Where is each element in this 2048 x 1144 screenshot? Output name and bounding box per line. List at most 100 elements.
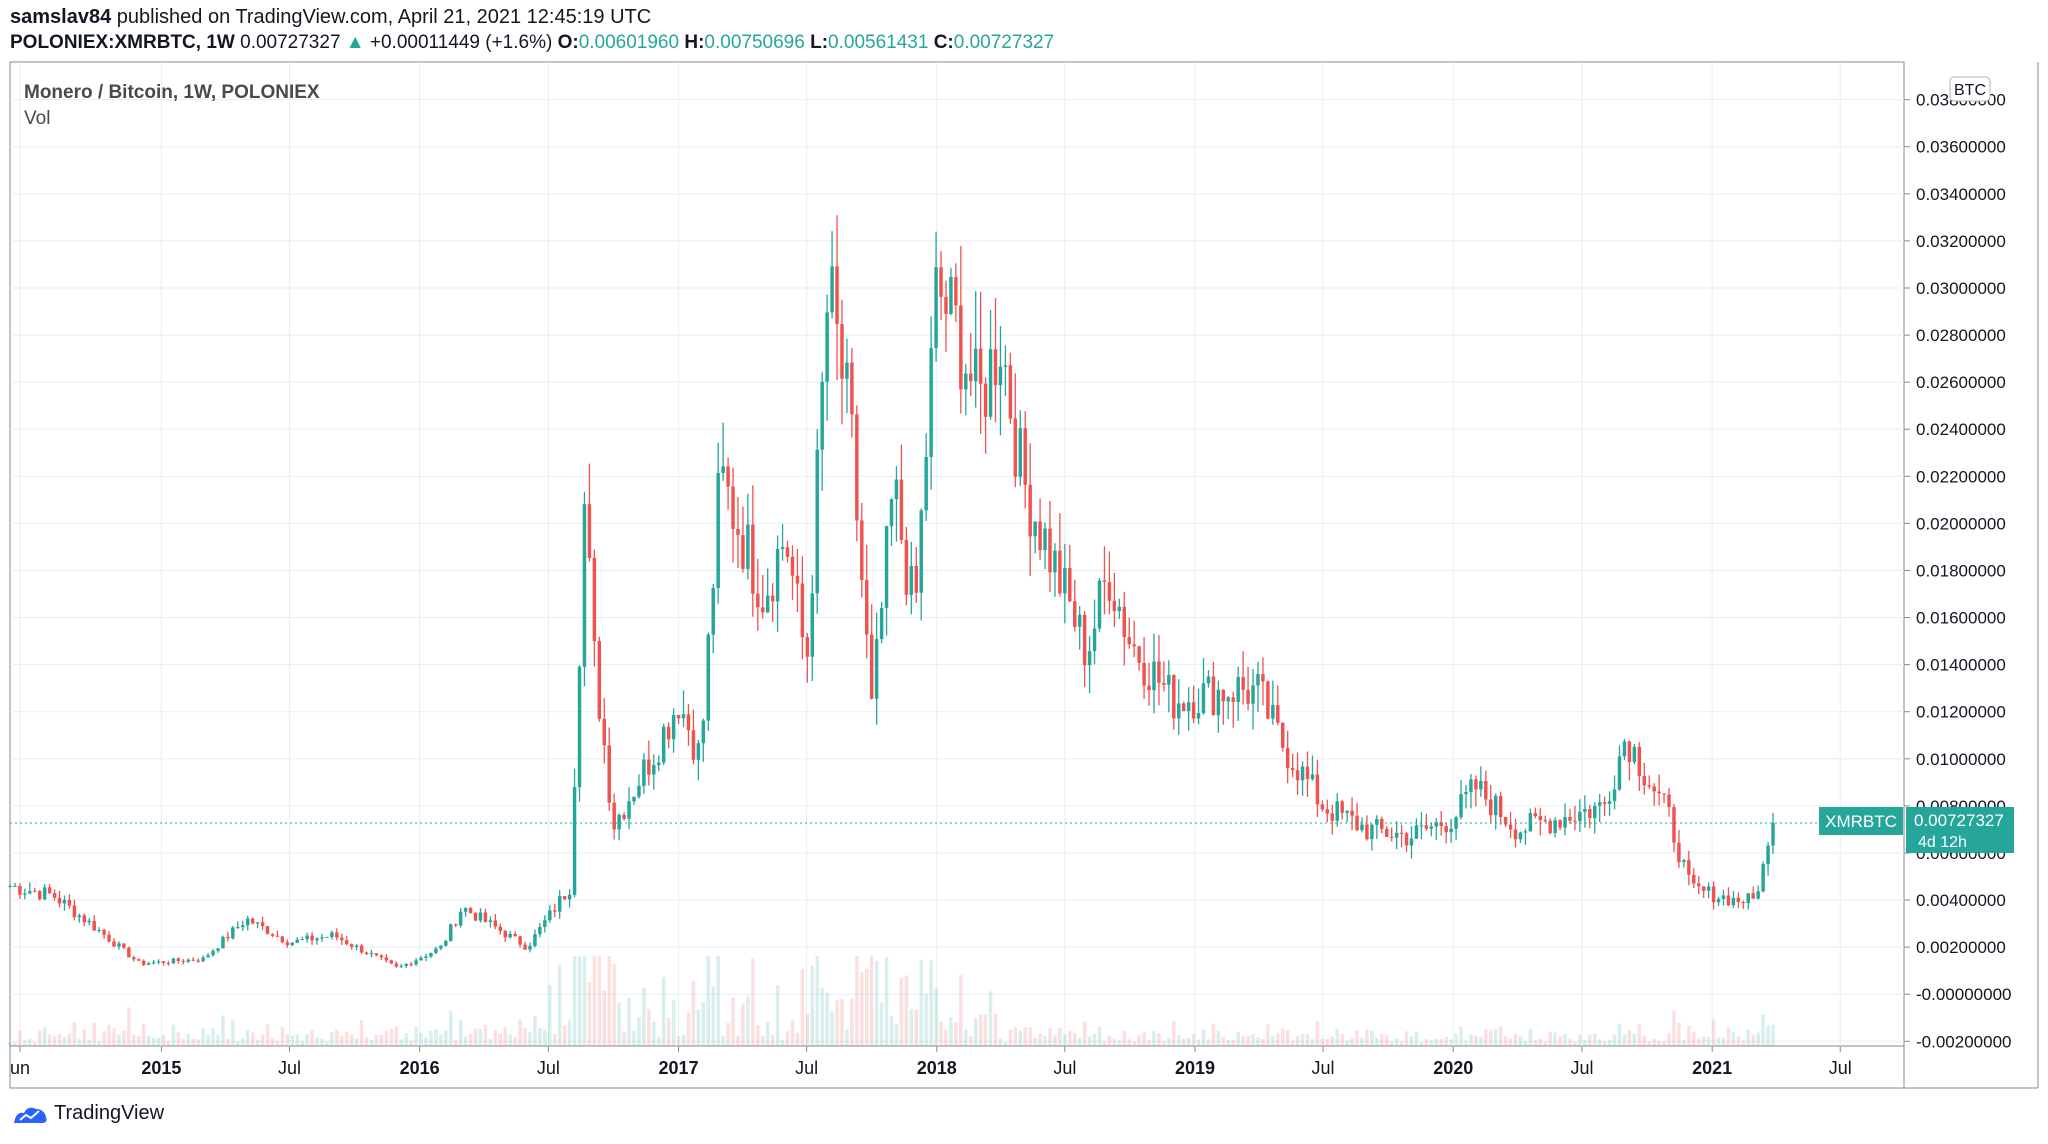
candle[interactable] xyxy=(449,923,453,942)
candle[interactable] xyxy=(1271,680,1275,725)
candle[interactable] xyxy=(1528,808,1533,832)
candle[interactable] xyxy=(924,433,928,521)
candle[interactable] xyxy=(1340,799,1344,820)
candle[interactable] xyxy=(171,957,176,965)
candle[interactable] xyxy=(33,887,37,893)
candle[interactable] xyxy=(1350,797,1354,831)
candle[interactable] xyxy=(18,883,22,900)
candle[interactable] xyxy=(865,544,869,659)
candle[interactable] xyxy=(1107,551,1112,615)
candle[interactable] xyxy=(1726,887,1731,906)
candle[interactable] xyxy=(1177,679,1181,735)
candle[interactable] xyxy=(731,467,735,563)
candle[interactable] xyxy=(444,939,448,947)
candle[interactable] xyxy=(1573,805,1577,831)
candle[interactable] xyxy=(964,363,968,416)
candle[interactable] xyxy=(780,524,785,561)
candle[interactable] xyxy=(1409,826,1414,859)
candle[interactable] xyxy=(151,960,156,965)
candle[interactable] xyxy=(775,535,780,632)
candle[interactable] xyxy=(137,958,141,961)
candle[interactable] xyxy=(320,933,324,943)
candle[interactable] xyxy=(1741,900,1746,909)
candle[interactable] xyxy=(87,918,91,926)
candle[interactable] xyxy=(1518,831,1523,844)
candle[interactable] xyxy=(746,493,750,580)
candle[interactable] xyxy=(805,632,810,683)
candle[interactable] xyxy=(424,953,428,962)
candle[interactable] xyxy=(592,549,597,667)
candle[interactable] xyxy=(1766,841,1770,876)
candle[interactable] xyxy=(820,371,824,491)
candle[interactable] xyxy=(374,953,379,957)
candle[interactable] xyxy=(275,930,280,937)
candle[interactable] xyxy=(508,931,512,939)
candle[interactable] xyxy=(221,935,225,949)
candle[interactable] xyxy=(1701,886,1706,898)
candle[interactable] xyxy=(245,915,250,931)
candle[interactable] xyxy=(1073,579,1077,632)
candle[interactable] xyxy=(1553,817,1557,838)
candle[interactable] xyxy=(988,310,993,420)
candle[interactable] xyxy=(582,491,587,687)
candle[interactable] xyxy=(1251,669,1255,730)
candle[interactable] xyxy=(161,961,166,966)
candle[interactable] xyxy=(711,583,715,654)
candle[interactable] xyxy=(1588,804,1592,829)
candle[interactable] xyxy=(741,506,745,573)
candle[interactable] xyxy=(1172,674,1176,730)
candle[interactable] xyxy=(1112,572,1117,627)
candle[interactable] xyxy=(884,525,889,636)
candle[interactable] xyxy=(250,917,255,925)
candle[interactable] xyxy=(359,943,364,954)
candle[interactable] xyxy=(528,942,532,953)
candle[interactable] xyxy=(305,932,309,943)
candle[interactable] xyxy=(969,333,973,397)
candle[interactable] xyxy=(1593,802,1597,834)
candle[interactable] xyxy=(1063,543,1067,624)
candle[interactable] xyxy=(463,907,468,917)
candle[interactable] xyxy=(914,547,919,603)
candle[interactable] xyxy=(612,793,616,840)
candle[interactable] xyxy=(1290,753,1295,778)
candle[interactable] xyxy=(567,889,572,908)
price-axis[interactable]: -0.00200000 -0.00000000 0.00200000 0.004000… xyxy=(1904,91,2011,1052)
candle[interactable] xyxy=(671,708,676,753)
candle[interactable] xyxy=(57,890,62,908)
candle[interactable] xyxy=(181,958,186,965)
candle[interactable] xyxy=(1033,521,1037,554)
candle[interactable] xyxy=(706,632,711,731)
candle[interactable] xyxy=(1330,804,1334,835)
candle[interactable] xyxy=(429,952,433,959)
candle[interactable] xyxy=(1325,799,1330,823)
candle[interactable] xyxy=(1355,802,1359,832)
candle[interactable] xyxy=(1736,892,1741,909)
candle[interactable] xyxy=(1013,373,1018,488)
candle[interactable] xyxy=(77,913,82,923)
candle[interactable] xyxy=(345,935,349,946)
candle[interactable] xyxy=(1157,634,1161,706)
candle[interactable] xyxy=(1716,896,1721,906)
candle[interactable] xyxy=(513,931,517,937)
candle[interactable] xyxy=(647,740,651,786)
candle[interactable] xyxy=(657,755,661,772)
candle[interactable] xyxy=(1568,808,1572,824)
candle[interactable] xyxy=(260,916,265,931)
candle[interactable] xyxy=(1162,661,1166,692)
candle[interactable] xyxy=(944,280,948,352)
candle[interactable] xyxy=(686,704,691,746)
candle[interactable] xyxy=(1771,812,1775,854)
candle[interactable] xyxy=(67,894,72,909)
candle[interactable] xyxy=(1429,822,1434,837)
candle[interactable] xyxy=(488,916,493,928)
candle[interactable] xyxy=(855,405,859,542)
candle[interactable] xyxy=(102,928,106,939)
candle[interactable] xyxy=(226,931,230,942)
candle[interactable] xyxy=(369,949,374,958)
candle[interactable] xyxy=(1132,620,1136,658)
candle[interactable] xyxy=(637,774,641,799)
candle[interactable] xyxy=(632,796,636,805)
candle[interactable] xyxy=(1493,793,1498,830)
candle[interactable] xyxy=(1087,635,1092,694)
candle[interactable] xyxy=(1498,791,1503,825)
